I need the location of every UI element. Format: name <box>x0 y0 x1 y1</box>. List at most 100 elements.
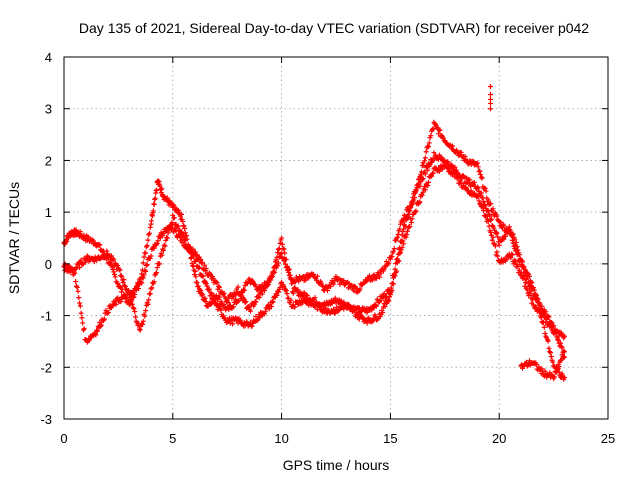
plot-frame <box>63 56 609 420</box>
data-point <box>404 228 410 234</box>
data-point <box>70 266 76 272</box>
data-point <box>538 314 544 320</box>
data-point <box>482 185 488 191</box>
data-point <box>398 249 404 255</box>
data-point <box>351 288 357 294</box>
x-tick-label: 25 <box>601 431 615 446</box>
data-point <box>279 250 285 256</box>
data-point <box>531 287 537 293</box>
data-point <box>226 307 232 313</box>
x-tick-label: 20 <box>492 431 506 446</box>
data-point <box>154 187 160 193</box>
data-point <box>171 215 177 221</box>
data-point <box>315 301 321 307</box>
data-point <box>158 230 164 236</box>
data-point <box>479 175 485 181</box>
data-point <box>111 269 117 275</box>
data-point <box>272 269 278 275</box>
data-point <box>545 338 551 344</box>
data-point <box>79 315 85 321</box>
data-point <box>332 310 338 316</box>
data-point <box>268 274 274 280</box>
data-point <box>126 292 132 298</box>
data-point <box>149 218 155 224</box>
data-point <box>140 260 146 266</box>
data-point <box>476 198 482 204</box>
data-point <box>328 283 334 289</box>
data-point <box>112 271 118 277</box>
data-point <box>425 183 431 189</box>
data-point <box>509 252 515 258</box>
data-point <box>514 244 520 250</box>
data-point <box>453 167 459 173</box>
data-point <box>279 241 285 247</box>
data-point <box>395 231 401 237</box>
data-point <box>357 286 363 292</box>
data-point <box>512 258 518 264</box>
data-point <box>488 229 494 235</box>
data-point <box>537 300 543 306</box>
data-point <box>496 242 502 248</box>
data-point <box>227 320 233 326</box>
data-point <box>180 219 186 225</box>
data-point <box>559 371 565 377</box>
data-point <box>509 232 515 238</box>
data-point <box>222 315 228 321</box>
data-point <box>425 144 431 150</box>
data-point <box>501 223 507 229</box>
data-point <box>319 282 325 288</box>
data-point <box>341 278 347 284</box>
data-point <box>280 245 286 251</box>
data-point <box>215 307 221 313</box>
data-point <box>534 362 540 368</box>
data-point <box>487 106 493 112</box>
data-point <box>485 208 491 214</box>
data-point <box>247 277 253 283</box>
data-point <box>149 285 155 291</box>
data-point <box>490 206 496 212</box>
data-point <box>203 266 209 272</box>
data-point <box>391 248 397 254</box>
data-point <box>515 263 521 269</box>
data-point <box>310 271 316 277</box>
data-point <box>151 279 157 285</box>
data-point <box>150 208 156 214</box>
data-point <box>105 310 111 316</box>
data-point <box>489 223 495 229</box>
data-point <box>408 205 414 211</box>
data-point <box>405 208 411 214</box>
data-point <box>140 318 146 324</box>
data-point <box>400 229 406 235</box>
data-point <box>528 279 534 285</box>
data-point <box>275 289 281 295</box>
data-point <box>534 295 540 301</box>
data-point <box>218 307 224 313</box>
data-point <box>122 284 128 290</box>
data-point <box>275 263 281 269</box>
data-point <box>214 280 220 286</box>
data-point <box>182 237 188 243</box>
data-point <box>521 264 527 270</box>
data-point <box>381 266 387 272</box>
data-point <box>98 322 104 328</box>
data-point <box>370 318 376 324</box>
data-point <box>475 193 481 199</box>
data-point <box>324 288 330 294</box>
data-point <box>195 265 201 271</box>
data-point <box>143 308 149 314</box>
data-point <box>560 354 566 360</box>
data-point <box>266 306 272 312</box>
data-point <box>228 318 234 324</box>
data-point <box>77 229 83 235</box>
data-point <box>403 213 409 219</box>
data-point <box>129 301 135 307</box>
data-point <box>185 245 191 251</box>
data-point <box>265 282 271 288</box>
data-point <box>202 295 208 301</box>
data-point <box>209 291 215 297</box>
data-point <box>541 324 547 330</box>
data-point <box>287 272 293 278</box>
data-point <box>400 238 406 244</box>
data-point <box>394 234 400 240</box>
data-point <box>277 240 283 246</box>
